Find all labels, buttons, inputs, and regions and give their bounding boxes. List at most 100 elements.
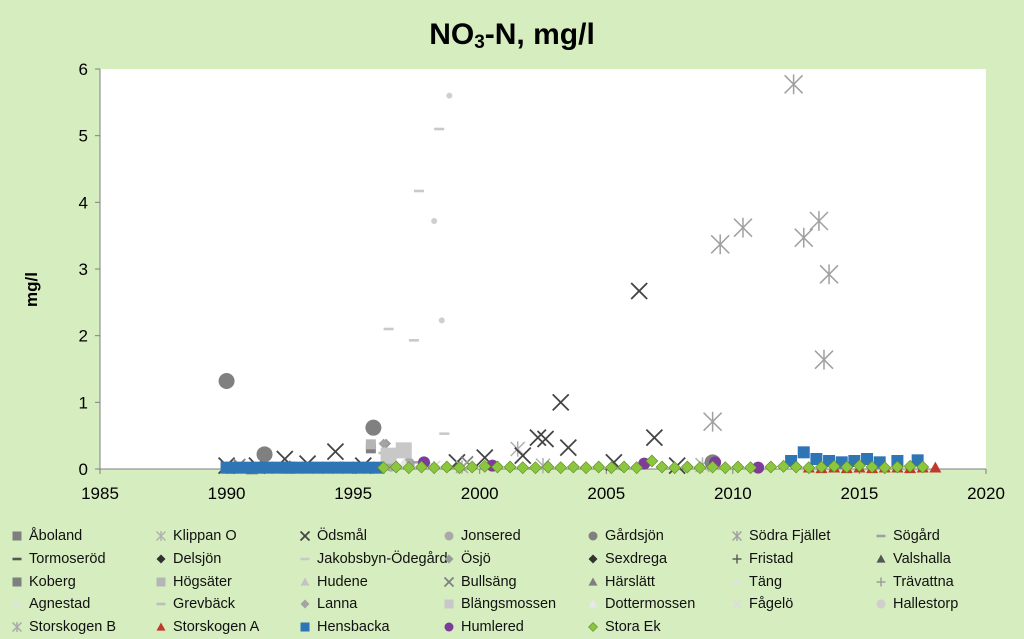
data-point — [693, 461, 707, 475]
legend-marker-icon — [731, 531, 743, 542]
data-point — [453, 461, 466, 475]
legend-item: Trävattna — [872, 570, 1016, 593]
legend-label: Hudene — [317, 573, 368, 590]
legend-marker — [156, 577, 166, 587]
y-axis-label: mg/l — [22, 272, 50, 307]
legend-marker-icon — [156, 622, 166, 631]
data-point — [380, 447, 397, 464]
legend-label: Stora Ek — [605, 619, 661, 636]
data-point — [415, 460, 428, 474]
data-point — [541, 460, 555, 474]
legend-marker — [732, 580, 742, 584]
data-point — [331, 461, 344, 474]
legend-marker — [588, 599, 598, 609]
legend-item: Högsäter — [152, 570, 296, 593]
data-point — [744, 461, 758, 475]
legend-marker — [155, 531, 167, 542]
legend-marker-icon — [588, 622, 598, 633]
legend-marker-icon — [444, 599, 454, 609]
legend-marker-icon — [155, 531, 167, 542]
data-point — [559, 439, 577, 457]
data-point — [655, 460, 669, 474]
legend-marker — [300, 622, 310, 632]
legend-marker — [731, 531, 743, 542]
legend-marker-icon — [12, 577, 22, 587]
legend-marker-icon — [876, 554, 886, 563]
data-point — [802, 461, 816, 475]
legend-label: Bullsäng — [461, 573, 517, 590]
x-tick-label: 2010 — [714, 484, 752, 503]
series-hallestorp — [431, 92, 453, 324]
legend-item: Härslätt — [584, 570, 728, 593]
legend-marker-icon — [588, 554, 598, 564]
data-point — [503, 460, 517, 474]
data-point — [365, 439, 376, 450]
legend-marker-icon — [588, 599, 598, 609]
data-point — [710, 234, 730, 255]
chart-title-main: NO — [429, 18, 475, 51]
data-point — [814, 349, 834, 370]
legend-marker — [12, 603, 22, 606]
data-point — [552, 393, 570, 411]
data-point — [218, 373, 235, 389]
series--dsm-l — [217, 282, 686, 475]
legend-label: Åboland — [29, 528, 83, 545]
legend-label: Storskogen A — [173, 619, 260, 636]
legend-label: Delsjön — [173, 551, 222, 568]
legend-label: Dottermossen — [605, 596, 696, 613]
data-point — [446, 92, 453, 99]
data-point — [321, 461, 334, 474]
data-point — [890, 460, 904, 474]
legend-label: Jonsered — [461, 528, 521, 545]
data-point — [903, 459, 917, 473]
legend-item: Blängsmossen — [440, 593, 584, 616]
data-point — [645, 429, 664, 447]
data-point — [810, 453, 823, 465]
data-point — [794, 227, 814, 248]
x-tick-label: 1985 — [81, 484, 119, 503]
data-point — [528, 461, 542, 475]
legend-item: Valshalla — [872, 548, 1016, 571]
series-h-gs-ter — [365, 439, 376, 450]
legend-marker-icon — [156, 577, 166, 587]
legend-item: Humlered — [440, 616, 584, 639]
legend-item: Jonsered — [440, 525, 584, 548]
legend-item: Koberg — [8, 570, 152, 593]
y-tick-label: 5 — [79, 127, 88, 146]
x-tick-label: 2015 — [841, 484, 879, 503]
data-point — [916, 460, 930, 474]
legend-label: Blängsmossen — [461, 596, 557, 613]
data-point — [777, 459, 790, 473]
legend-marker-icon — [876, 599, 886, 609]
series-lanna — [378, 438, 389, 449]
legend-label: Fågelö — [749, 596, 794, 613]
data-point — [630, 282, 648, 300]
data-point — [617, 460, 631, 474]
legend-marker — [876, 599, 886, 609]
data-point — [438, 317, 445, 324]
legend-marker — [11, 622, 23, 633]
legend-item: Agnestad — [8, 593, 152, 616]
legend-marker-icon — [731, 599, 743, 610]
data-point — [592, 460, 606, 474]
data-point — [554, 461, 568, 475]
legend-marker — [876, 535, 886, 538]
data-point — [281, 461, 294, 474]
series-bl-ngsmossen — [380, 442, 412, 464]
legend-marker-icon — [444, 554, 454, 564]
y-axis-label-text: mg/l — [22, 272, 41, 307]
data-point — [465, 460, 479, 474]
legend-item: Hudene — [296, 570, 440, 593]
legend-marker-icon — [588, 531, 598, 541]
legend-marker — [299, 531, 311, 542]
legend-marker-icon — [156, 554, 166, 564]
legend-marker-icon — [444, 622, 454, 632]
x-tick-label: 1995 — [334, 484, 372, 503]
legend-item: Ösjö — [440, 548, 584, 571]
data-point — [840, 460, 854, 474]
legend-label: Täng — [749, 573, 783, 590]
legend-label: Sögård — [893, 528, 940, 545]
legend-marker — [444, 554, 454, 564]
series-jakobsbyn-deg-rd — [383, 127, 450, 435]
